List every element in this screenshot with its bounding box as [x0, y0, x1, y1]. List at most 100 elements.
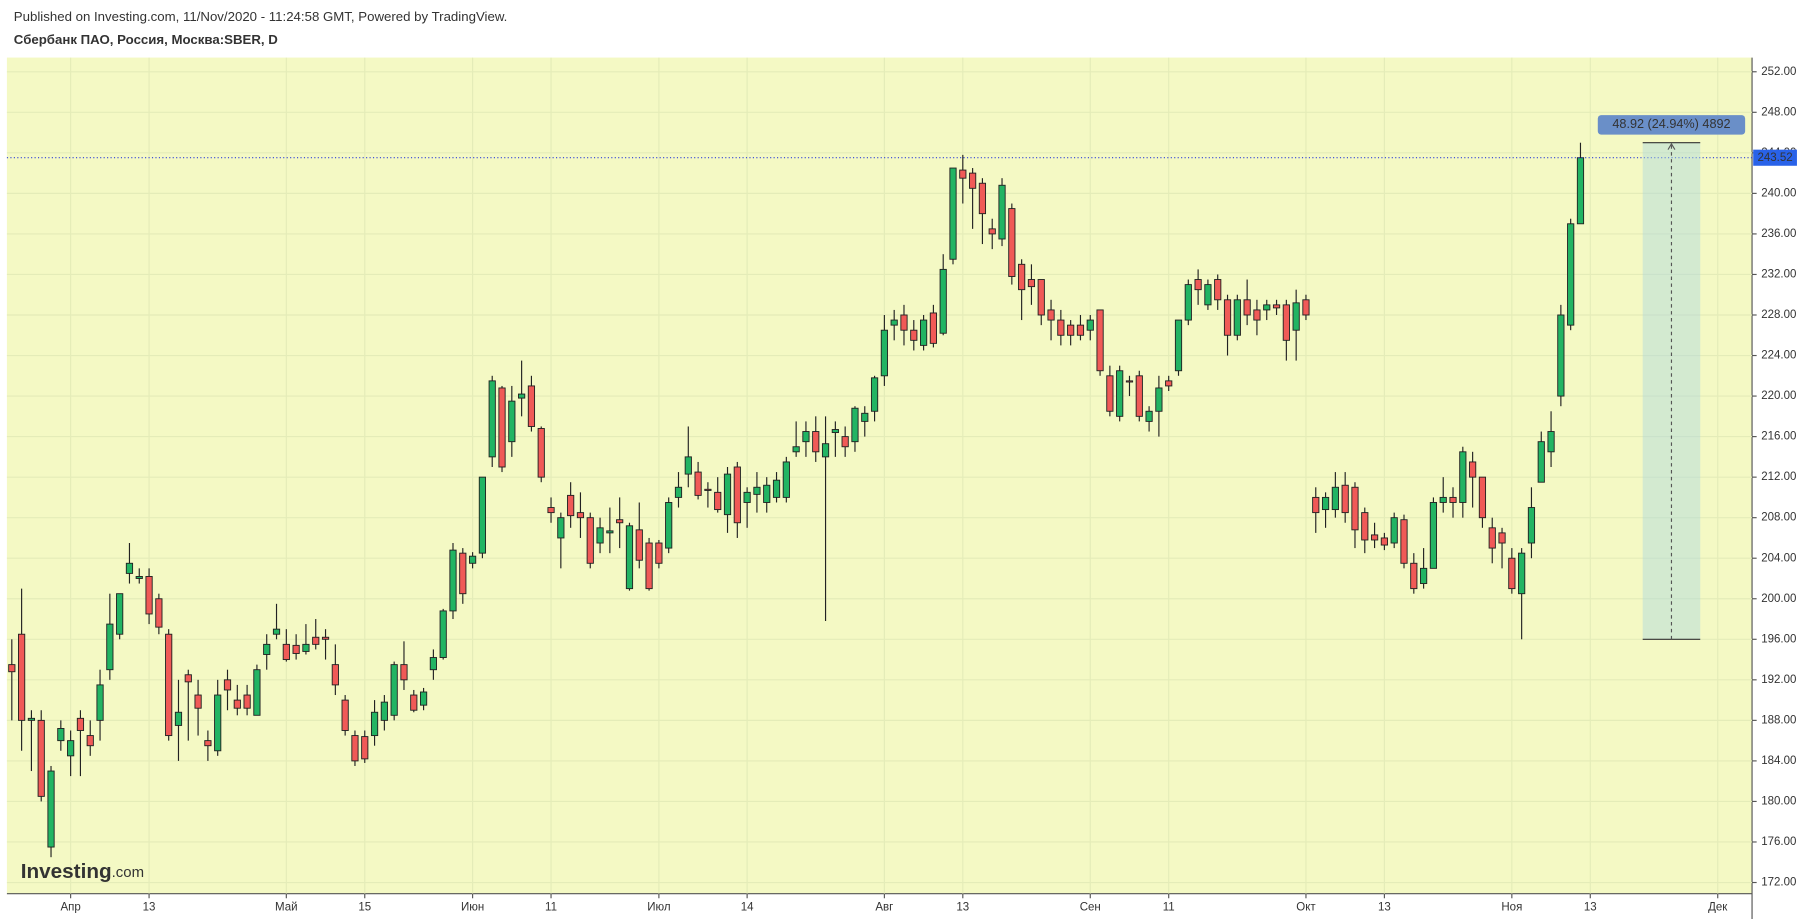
y-tick-label: 228.00: [1761, 309, 1796, 321]
candle-body: [910, 329, 918, 341]
candle-body: [870, 377, 879, 412]
y-tick-label: 204.00: [1761, 552, 1796, 564]
candle-body: [1125, 380, 1134, 383]
candle-body: [861, 412, 869, 422]
y-tick-label: 232.00: [1761, 269, 1796, 281]
y-tick-label: 236.00: [1761, 228, 1796, 240]
candle-body: [459, 552, 467, 595]
candle-body: [1067, 324, 1075, 336]
candle-body: [1341, 484, 1349, 514]
candle-body: [576, 512, 585, 519]
candle-body: [733, 466, 741, 524]
candle-body: [586, 517, 594, 564]
x-tick-label: 11: [545, 902, 557, 914]
candle-body: [547, 507, 555, 514]
candle-body: [969, 172, 977, 189]
candle-body: [802, 431, 810, 443]
candle-body: [125, 562, 134, 574]
candle-body: [419, 691, 428, 706]
candle-body: [880, 329, 888, 377]
candle-body: [772, 479, 781, 498]
candle-body: [694, 471, 702, 496]
candle-body: [321, 636, 330, 640]
candle-body: [1243, 299, 1251, 316]
candle-body: [302, 643, 310, 652]
candle-body: [361, 736, 369, 760]
candle-body: [135, 575, 143, 579]
candle-body: [106, 623, 114, 671]
candle-body: [1508, 557, 1516, 590]
y-tick-label: 208.00: [1761, 512, 1796, 524]
candle-body: [1233, 299, 1241, 336]
plot-area: [6, 57, 1753, 894]
candle-body: [370, 711, 379, 737]
candle-body: [1498, 532, 1506, 544]
candle-body: [8, 664, 16, 673]
logo: Investing.com: [21, 860, 144, 883]
candle-body: [1253, 309, 1261, 321]
candle-body: [1037, 279, 1045, 316]
candle-body: [919, 319, 928, 346]
candle-body: [1488, 527, 1496, 549]
candle-body: [410, 694, 418, 711]
candle-body: [1331, 486, 1339, 511]
candle-body: [76, 717, 85, 731]
candle-body: [1469, 461, 1477, 478]
candle-body: [567, 494, 575, 517]
candle-body: [890, 319, 898, 326]
candle-body: [390, 664, 398, 716]
candle-body: [145, 575, 153, 615]
candle-body: [1449, 496, 1457, 503]
candle-body: [155, 598, 163, 628]
candle-body: [1027, 279, 1036, 288]
candle-body: [831, 429, 839, 434]
candle-body: [1380, 537, 1388, 546]
candle-body: [704, 488, 712, 491]
candle-body: [635, 529, 643, 561]
y-tick-label: 192.00: [1761, 674, 1796, 686]
candle-body: [1018, 263, 1026, 291]
candle-body: [959, 169, 967, 179]
candle-body: [1410, 562, 1418, 590]
candle-body: [1223, 299, 1232, 336]
x-tick-label: Дек: [1708, 902, 1728, 914]
y-tick-label: 252.00: [1761, 66, 1796, 78]
candle-body: [1145, 410, 1153, 422]
logo-name: Investing: [21, 860, 112, 883]
candle-body: [429, 657, 437, 671]
candle-body: [1204, 284, 1212, 306]
candle-body: [812, 431, 820, 453]
candle-body: [1106, 375, 1114, 412]
candle-body: [292, 644, 300, 654]
candle-body: [341, 699, 349, 731]
y-tick-label: 240.00: [1761, 187, 1796, 199]
y-tick-label: 180.00: [1761, 795, 1796, 807]
candle-body: [478, 476, 487, 554]
candle-body: [1302, 299, 1310, 316]
chart-title: Сбербанк ПАО, Россия, Москва:SBER, D: [14, 32, 278, 47]
candle-body: [939, 268, 947, 334]
candle-body: [18, 633, 26, 721]
candle-body: [606, 530, 614, 534]
candle-body: [1537, 441, 1545, 483]
candle-body: [1518, 552, 1526, 595]
candle-body: [1076, 324, 1085, 336]
chart-subtitle: Published on Investing.com, 11/Nov/2020 …: [14, 9, 508, 24]
candle-body: [988, 228, 996, 235]
candle-body: [331, 664, 339, 686]
candle-body: [557, 517, 565, 539]
x-tick-label: 14: [741, 902, 754, 914]
candle-body: [96, 684, 104, 721]
candle-body: [1390, 517, 1398, 544]
candle-body: [782, 461, 790, 498]
candle-body: [116, 593, 124, 635]
x-tick-label: Сен: [1080, 902, 1101, 914]
candle-body: [596, 527, 604, 544]
candle-body: [1321, 496, 1330, 511]
candle-body: [174, 711, 183, 726]
candle-body: [1400, 519, 1408, 564]
candle-body: [665, 502, 673, 549]
candle-body: [380, 701, 388, 721]
candle-body: [998, 184, 1006, 240]
measure-box: [1642, 142, 1701, 640]
